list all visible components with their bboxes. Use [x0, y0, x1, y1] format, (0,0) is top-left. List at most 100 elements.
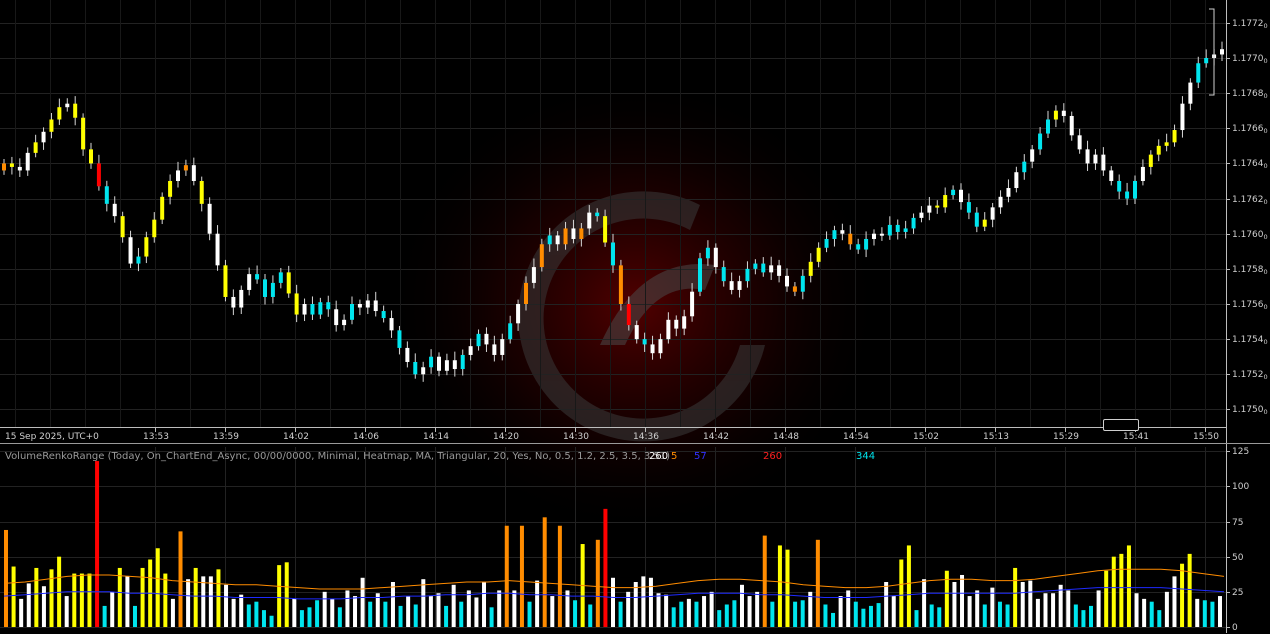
- candle-body: [357, 303, 362, 308]
- time-tick-label: 14:30: [563, 432, 589, 442]
- candle-body: [191, 165, 196, 181]
- candle-body: [144, 237, 149, 257]
- candle-body: [183, 165, 188, 171]
- candle-body: [33, 142, 38, 153]
- price-tick-suffix: 0: [1264, 92, 1268, 100]
- volume-bar: [261, 610, 266, 627]
- candle-body: [618, 265, 623, 304]
- volume-bar: [504, 525, 509, 627]
- volume-bar: [793, 601, 798, 627]
- candle-body: [120, 216, 125, 238]
- volume-bar: [57, 556, 62, 627]
- volume-bar: [732, 600, 737, 627]
- volume-ma-line: [3, 568, 1225, 590]
- candle-body: [658, 339, 663, 354]
- volume-bar: [201, 576, 206, 627]
- candle-body: [1220, 49, 1224, 55]
- volume-bar: [34, 567, 39, 627]
- candle-body: [207, 203, 212, 234]
- candle-body: [429, 356, 434, 368]
- volume-axis: 125 100 75 50 25 0: [1226, 447, 1249, 633]
- candle-body: [255, 274, 260, 280]
- candle-body: [974, 212, 979, 227]
- price-tick-suffix: 0: [1264, 373, 1268, 381]
- candle-body: [57, 107, 62, 120]
- volume-bar: [641, 576, 646, 627]
- candle-body: [595, 212, 600, 217]
- volume-bar: [967, 596, 972, 627]
- price-tick-suffix: 0: [1264, 198, 1268, 206]
- time-tick-label: 14:48: [773, 432, 799, 442]
- volume-bar: [459, 601, 464, 627]
- volume-bar: [330, 598, 335, 627]
- volume-bar: [216, 569, 221, 627]
- candle-body: [215, 233, 220, 266]
- price-tick-suffix: 0: [1264, 338, 1268, 346]
- volume-bar: [246, 604, 251, 627]
- candle-body: [919, 212, 924, 218]
- candle-body: [927, 205, 932, 213]
- volume-bar: [1180, 563, 1185, 627]
- candle-body: [476, 333, 481, 347]
- volume-bar: [899, 559, 904, 627]
- volume-bar: [1164, 591, 1169, 627]
- candle-body: [421, 367, 426, 375]
- volume-bar: [739, 584, 744, 627]
- volume-bar: [4, 529, 8, 627]
- volume-bar: [337, 607, 342, 627]
- candle-body: [911, 217, 916, 229]
- candle-body: [982, 219, 987, 227]
- volume-bar: [1195, 598, 1200, 627]
- candle-body: [705, 247, 710, 259]
- candle-body: [737, 281, 742, 290]
- time-tick-label: 13:59: [213, 432, 239, 442]
- candle-body: [444, 360, 449, 371]
- candle-body: [168, 180, 173, 197]
- candle-body: [263, 279, 267, 297]
- candle-body: [998, 196, 1003, 208]
- candle-body: [247, 274, 252, 290]
- indicator-label: VolumeRenkoRange (Today, On_ChartEnd_Asy…: [5, 451, 670, 462]
- volume-bar: [1043, 593, 1048, 627]
- candle-body: [1172, 130, 1177, 143]
- volume-bar: [277, 565, 282, 627]
- candle-body: [73, 103, 78, 118]
- price-tick-label: 1.17560: [1232, 300, 1268, 311]
- volume-bar: [140, 567, 145, 627]
- volume-bar: [117, 567, 122, 627]
- candle-body: [176, 170, 180, 181]
- candle-body: [611, 242, 615, 266]
- volume-bar: [937, 607, 942, 627]
- volume-bar: [1142, 598, 1147, 627]
- volume-bar: [1119, 553, 1124, 627]
- volume-bar: [1104, 570, 1109, 627]
- candle-body: [1022, 161, 1027, 173]
- candle-body: [808, 261, 813, 276]
- candle-body: [887, 224, 892, 236]
- volume-bar: [1028, 580, 1033, 627]
- volume-bar: [64, 596, 69, 627]
- price-tick-suffix: 0: [1264, 22, 1268, 30]
- candle-body: [959, 189, 963, 203]
- volume-bar: [679, 601, 684, 627]
- candle-body: [460, 354, 465, 370]
- candle-body: [334, 309, 339, 326]
- volume-bar: [1096, 590, 1101, 627]
- volume-bar: [125, 576, 130, 627]
- candle-body: [1046, 119, 1050, 134]
- volume-bar: [170, 598, 175, 627]
- price-tick-label: 1.17540: [1232, 335, 1268, 346]
- time-tick-label: 15:13: [983, 432, 1009, 442]
- scroll-to-end-tab[interactable]: [1103, 419, 1139, 431]
- volume-bar: [671, 607, 676, 627]
- volume-bar: [1187, 553, 1192, 627]
- candle-body: [1140, 166, 1145, 181]
- volume-bar: [702, 596, 707, 627]
- candle-body: [318, 302, 323, 315]
- volume-bar: [1218, 596, 1222, 627]
- time-tick-label: 13:53: [143, 432, 169, 442]
- volume-ma-line: [3, 587, 1225, 600]
- volume-bar: [1202, 600, 1207, 627]
